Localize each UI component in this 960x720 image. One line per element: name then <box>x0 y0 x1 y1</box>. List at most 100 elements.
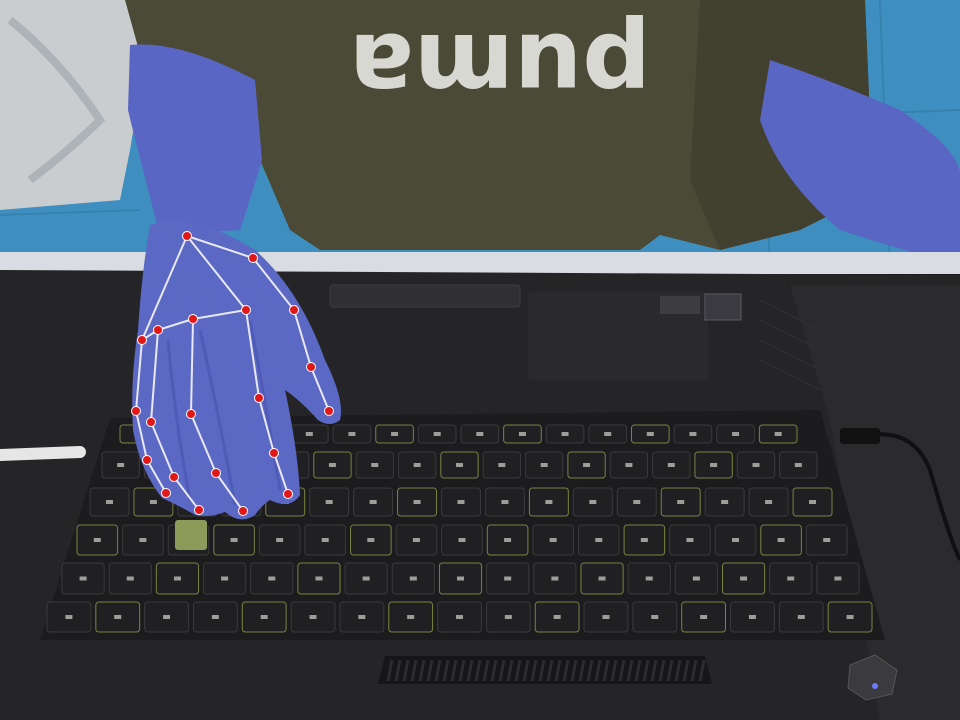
landmark-connection <box>258 397 275 454</box>
key-legend-mark <box>583 463 591 467</box>
key-legend-mark <box>93 538 101 542</box>
grille-slot <box>434 659 442 682</box>
shirt <box>125 0 870 250</box>
landmark-connection <box>173 476 200 511</box>
landmark-point <box>194 505 204 515</box>
key-legend-mark <box>391 432 399 436</box>
key-legend-mark <box>309 615 317 619</box>
key-legend-mark <box>456 463 463 467</box>
grille-slot <box>490 659 498 682</box>
key-legend-mark <box>371 463 379 467</box>
key-legend-mark <box>710 463 718 467</box>
key-legend-mark <box>328 463 336 467</box>
key-legend-mark <box>752 463 760 467</box>
power-led <box>872 683 878 689</box>
key-legend-mark <box>553 615 561 619</box>
key-legend-mark <box>604 432 612 436</box>
key-legend-mark <box>794 463 802 467</box>
grille-slot <box>570 659 578 682</box>
key-legend-mark <box>504 576 512 581</box>
keyboard <box>46 424 873 633</box>
grille-slot <box>450 659 458 682</box>
speaker-grille-slots <box>386 659 706 682</box>
key-legend-mark <box>348 432 356 436</box>
landmark-point <box>161 488 171 498</box>
key-legend-mark <box>315 576 323 581</box>
landmark-point <box>131 406 141 416</box>
landmark-point <box>283 489 293 499</box>
landmark-connection <box>146 459 167 494</box>
key-legend-mark <box>65 615 73 619</box>
key-legend-mark <box>367 538 375 542</box>
key-legend-mark <box>276 538 284 542</box>
landmark-point <box>211 468 221 478</box>
landmark-point <box>188 314 198 324</box>
key-legend-mark <box>721 500 729 504</box>
key-legend-mark <box>633 500 641 504</box>
key-legend-mark <box>595 538 603 542</box>
key-legend-mark <box>545 500 553 504</box>
status-indicator-1 <box>660 296 700 314</box>
key-legend-mark <box>413 500 421 504</box>
white-cloth-fold <box>7 16 106 184</box>
grille-slot <box>538 659 546 682</box>
landmark-connection <box>135 410 148 461</box>
landmark-connection <box>310 366 330 412</box>
usb-cable <box>849 432 960 561</box>
landmark-connection <box>186 235 254 259</box>
key-legend-mark <box>689 432 697 436</box>
landmark-connection <box>186 235 247 311</box>
grille-slot <box>682 659 690 682</box>
landmark-connection <box>157 318 194 331</box>
grille-slot <box>658 659 666 682</box>
key-legend-mark <box>362 576 370 581</box>
landmark-connection <box>141 235 188 341</box>
grille-slot <box>522 659 530 682</box>
backlit-key <box>175 520 207 550</box>
landmark-point <box>186 409 196 419</box>
grille-slot <box>618 659 626 682</box>
status-indicator-2 <box>704 293 742 321</box>
hand-shading <box>166 319 282 506</box>
key-legend-mark <box>561 432 569 436</box>
grille-slot <box>418 659 426 682</box>
grille-slot <box>458 659 466 682</box>
landmark-point <box>269 448 279 458</box>
key-legend-mark <box>667 463 675 467</box>
key-legend-mark <box>369 500 377 504</box>
grille-slot <box>506 659 514 682</box>
grille-slot <box>610 659 618 682</box>
key-legend-mark <box>797 615 805 619</box>
key-legend-mark <box>173 576 181 581</box>
landmark-point <box>146 417 156 427</box>
landmark-point <box>182 231 192 241</box>
landmark-point <box>289 305 299 315</box>
key-legend-mark <box>412 538 420 542</box>
key-legend-mark <box>458 538 466 542</box>
landmark-connection <box>190 318 194 415</box>
key-legend-mark <box>774 432 782 436</box>
key-legend-mark <box>589 500 597 504</box>
key-legend-mark <box>476 432 484 436</box>
key-legend-mark <box>540 463 548 467</box>
key-legend-mark <box>457 500 465 504</box>
power-button <box>847 654 898 701</box>
key-legend-mark <box>457 576 464 581</box>
key-legend-mark <box>504 615 512 619</box>
hand <box>132 220 341 520</box>
key-legend-mark <box>651 615 659 619</box>
grille-slot <box>634 659 642 682</box>
key-legend-mark <box>260 615 268 619</box>
key-legend-mark <box>79 576 87 581</box>
landmark-point <box>142 455 152 465</box>
key-legend-mark <box>498 463 506 467</box>
landmark-connection <box>150 329 159 423</box>
hand-landmark-connections <box>135 235 330 512</box>
left-arm <box>128 44 262 235</box>
landmark-connection <box>273 452 289 495</box>
key-legend-mark <box>126 576 134 581</box>
grille-slot <box>530 659 538 682</box>
shirt-print-text: puma <box>349 12 651 124</box>
landmark-connection <box>192 309 247 320</box>
